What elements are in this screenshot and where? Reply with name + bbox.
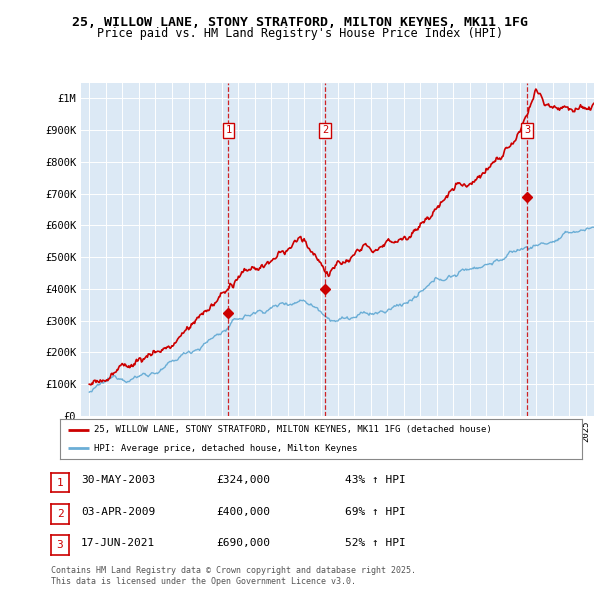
Text: 43% ↑ HPI: 43% ↑ HPI — [345, 476, 406, 485]
Text: 69% ↑ HPI: 69% ↑ HPI — [345, 507, 406, 516]
Text: 30-MAY-2003: 30-MAY-2003 — [81, 476, 155, 485]
Text: 52% ↑ HPI: 52% ↑ HPI — [345, 538, 406, 548]
Text: 17-JUN-2021: 17-JUN-2021 — [81, 538, 155, 548]
Text: £400,000: £400,000 — [216, 507, 270, 516]
Text: £690,000: £690,000 — [216, 538, 270, 548]
Text: 2: 2 — [56, 509, 64, 519]
Text: HPI: Average price, detached house, Milton Keynes: HPI: Average price, detached house, Milt… — [94, 444, 358, 453]
Text: 25, WILLOW LANE, STONY STRATFORD, MILTON KEYNES, MK11 1FG: 25, WILLOW LANE, STONY STRATFORD, MILTON… — [72, 16, 528, 29]
Text: £324,000: £324,000 — [216, 476, 270, 485]
Text: 1: 1 — [226, 125, 232, 135]
Text: 2: 2 — [322, 125, 328, 135]
Text: 25, WILLOW LANE, STONY STRATFORD, MILTON KEYNES, MK11 1FG (detached house): 25, WILLOW LANE, STONY STRATFORD, MILTON… — [94, 425, 491, 434]
Text: 1: 1 — [56, 478, 64, 487]
Text: 3: 3 — [524, 125, 530, 135]
Text: 3: 3 — [56, 540, 64, 550]
Text: Contains HM Land Registry data © Crown copyright and database right 2025.
This d: Contains HM Land Registry data © Crown c… — [51, 566, 416, 586]
Text: Price paid vs. HM Land Registry's House Price Index (HPI): Price paid vs. HM Land Registry's House … — [97, 27, 503, 40]
Text: 03-APR-2009: 03-APR-2009 — [81, 507, 155, 516]
